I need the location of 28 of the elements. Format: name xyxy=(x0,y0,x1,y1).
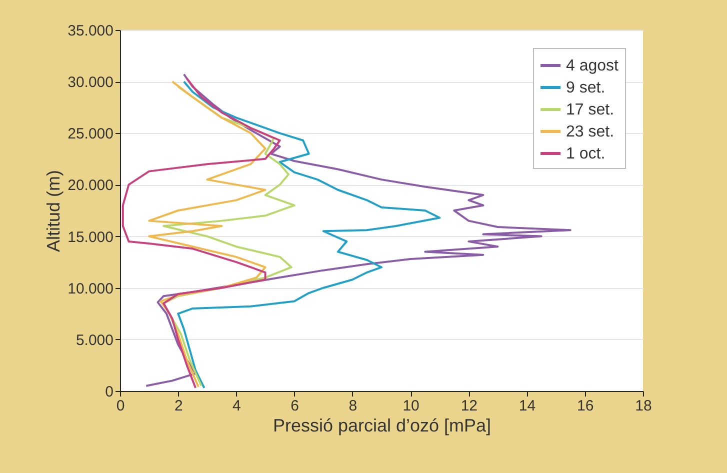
x-tick-label: 12 xyxy=(460,398,478,414)
x-tick-label: 6 xyxy=(290,398,300,414)
x-tick-label: 14 xyxy=(518,398,536,414)
y-tick-label: 25.000 xyxy=(68,126,114,143)
y-tick-label: 15.000 xyxy=(68,228,114,246)
x-tick-label: 10 xyxy=(402,398,420,414)
y-tick-label: 0 xyxy=(105,384,114,400)
y-tick-label: 10.000 xyxy=(68,280,114,298)
legend-label: 23 set. xyxy=(566,124,614,140)
line-series xyxy=(177,80,441,389)
x-tick-label: 0 xyxy=(116,398,125,414)
x-tick-label: 4 xyxy=(232,398,241,414)
legend-label: 4 agost xyxy=(566,58,620,74)
legend-label: 1 oct. xyxy=(566,146,606,162)
x-tick-label: 2 xyxy=(174,398,183,414)
line-series xyxy=(148,80,266,388)
x-tick-label: 16 xyxy=(577,398,594,414)
y-tick-label: 5.000 xyxy=(76,332,114,349)
y-tick-label: 30.000 xyxy=(68,74,114,92)
x-tick-label: 8 xyxy=(348,398,358,414)
legend-label: 17 set. xyxy=(566,102,614,118)
y-axis-title: Altitud (m) xyxy=(44,170,64,252)
y-tick-label: 35.000 xyxy=(68,22,114,40)
x-tick-label: 18 xyxy=(635,398,652,414)
y-tick-label: 20.000 xyxy=(68,177,114,194)
line-series xyxy=(122,77,281,389)
x-axis-title: Pressió parcial d’ozó [mPa] xyxy=(272,416,492,436)
legend-label: 9 set. xyxy=(566,80,606,96)
